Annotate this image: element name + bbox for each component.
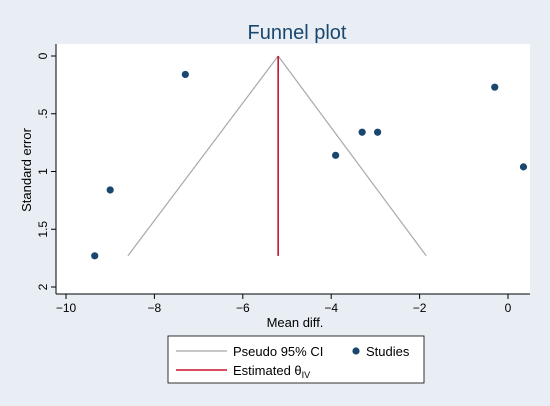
legend-ci-label: Pseudo 95% CI	[233, 344, 323, 359]
x-tick-label: 0	[505, 301, 512, 315]
legend: Pseudo 95% CI Studies Estimated θIV	[167, 335, 425, 384]
study-point	[91, 252, 99, 260]
y-tick-label: 0	[36, 52, 50, 59]
x-axis-label: Mean diff.	[267, 315, 324, 330]
legend-estimate-label: Estimated θIV	[233, 363, 310, 380]
x-tick-label: −10	[56, 301, 77, 315]
study-point	[491, 83, 499, 91]
study-point	[332, 151, 340, 159]
legend-studies-label: Studies	[366, 344, 410, 359]
legend-estimate-label-sub: IV	[302, 370, 311, 380]
study-point	[374, 128, 382, 136]
axes: −10 −8 −6 −4 −2 0 0 .5 1 1.5 2	[36, 44, 530, 315]
x-tick-label: −4	[324, 301, 338, 315]
ci-right-line	[277, 55, 427, 257]
study-point	[519, 163, 528, 171]
x-tick-label: −2	[413, 301, 427, 315]
ci-funnel	[127, 55, 427, 257]
y-axis-label: Standard error	[19, 127, 34, 211]
study-point	[358, 128, 366, 136]
ci-left-line	[127, 55, 279, 257]
study-points	[91, 70, 528, 260]
legend-studies-swatch	[352, 347, 360, 355]
x-tick-label: −6	[236, 301, 250, 315]
y-tick-label: 2	[36, 283, 50, 290]
chart-title: Funnel plot	[248, 22, 347, 44]
study-point	[106, 186, 114, 194]
study-point	[181, 70, 189, 79]
x-tick-label: −8	[148, 301, 162, 315]
plot-area	[56, 44, 530, 294]
legend-estimate-label-main: Estimated θ	[233, 363, 302, 378]
y-tick-label: 1.5	[36, 221, 50, 238]
legend-box	[167, 335, 425, 384]
y-tick-label: .5	[36, 108, 50, 118]
y-tick-label: 1	[36, 168, 50, 175]
